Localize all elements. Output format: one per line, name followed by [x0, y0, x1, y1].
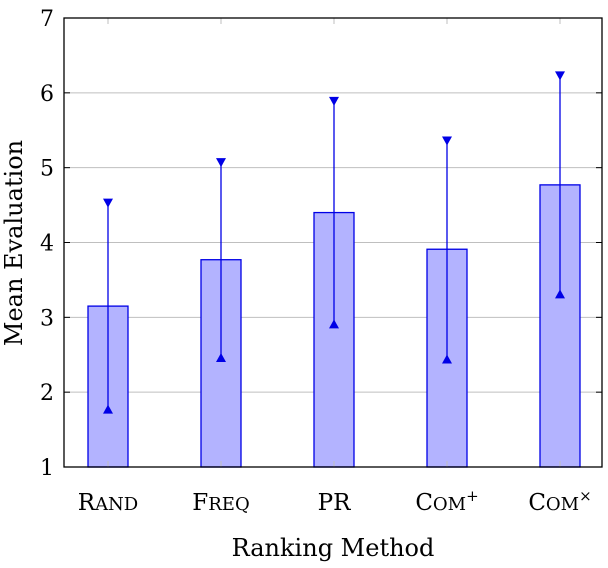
- x-tick-label-freq: FREQ: [192, 490, 249, 516]
- error-cap-lower-com_plus: [442, 354, 452, 364]
- y-tick-label: 4: [40, 232, 54, 257]
- y-tick-label: 6: [40, 82, 54, 107]
- error-cap-upper-pr: [329, 96, 339, 106]
- error-cap-upper-com_times: [555, 71, 565, 81]
- x-axis-title: Ranking Method: [232, 534, 435, 562]
- y-tick-label: 2: [40, 381, 54, 406]
- error-cap-upper-freq: [216, 158, 226, 168]
- y-tick-label: 1: [40, 456, 54, 481]
- error-cap-lower-rand: [103, 404, 113, 414]
- x-tick-label-pr: PR: [318, 490, 351, 516]
- y-tick-label: 5: [40, 157, 54, 182]
- error-cap-lower-com_times: [555, 289, 565, 299]
- x-tick-labels: RAND FREQ PR COM+ COM×: [78, 487, 592, 516]
- error-cap-upper-rand: [103, 198, 113, 208]
- x-tick-label-rand: RAND: [78, 490, 139, 516]
- y-axis-title: Mean Evaluation: [0, 140, 28, 346]
- axes-layer: [63, 17, 603, 468]
- x-tick-label-com_plus: COM+: [415, 487, 478, 516]
- error-cap-lower-freq: [216, 352, 226, 362]
- x-tick-label-com_times: COM×: [528, 487, 591, 516]
- y-tick-labels: 1 2 3 4 5 6 7: [40, 7, 54, 481]
- error-cap-lower-pr: [329, 319, 339, 329]
- y-tick-label: 7: [40, 7, 54, 32]
- error-bars-layer: [103, 71, 565, 414]
- y-tick-label: 3: [40, 306, 54, 331]
- bars-layer: [87, 184, 581, 468]
- plot-frame: [63, 17, 603, 468]
- error-cap-upper-com_plus: [442, 136, 452, 146]
